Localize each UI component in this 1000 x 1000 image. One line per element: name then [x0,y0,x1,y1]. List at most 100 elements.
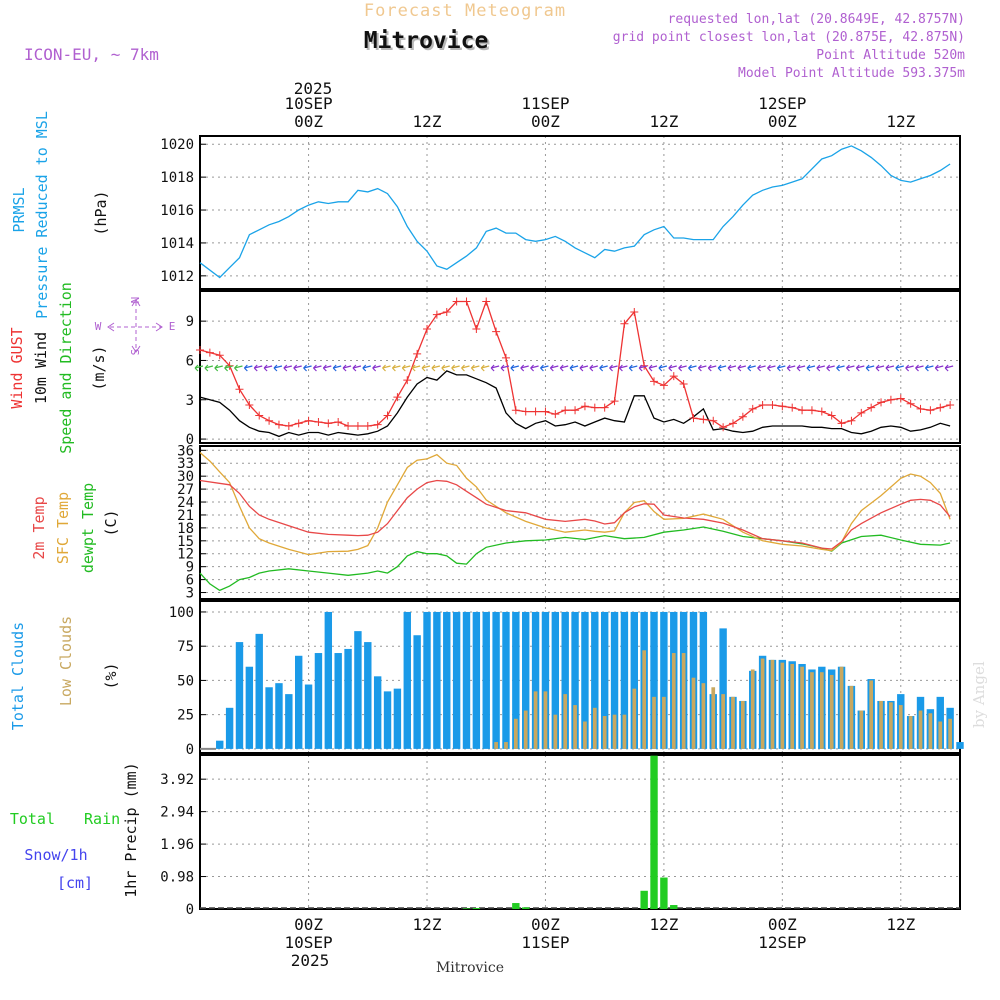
low-cloud-bar [563,694,568,749]
low-cloud-bar [760,658,765,749]
t2m-line [199,479,951,550]
wind-direction-arrow [776,364,786,372]
low-cloud-bar [513,718,518,749]
low-cloud-bar [592,707,597,749]
ytick-label: 3 [186,393,194,409]
ytick-label: 0.98 [160,870,194,886]
top-hour-label: 12Z [413,112,442,131]
total-cloud-bar [719,628,727,749]
wind-direction-arrow [352,364,362,372]
wind-direction-arrow [836,364,845,372]
total-cloud-bar [443,611,451,749]
low-cloud-bar [948,718,952,749]
snow-label: Snow/1h [24,846,87,864]
wind-direction-arrow [500,364,510,372]
low-cloud-bar [701,683,706,749]
top-hour-label: 12Z [649,112,678,131]
gust-marker [857,408,866,417]
gust-marker [590,403,599,412]
gust-marker [709,416,718,425]
wind-direction-arrow [638,364,648,372]
gust-marker [620,319,629,328]
compass-rose: N S W E [95,297,176,356]
wind-direction-arrow [697,364,707,372]
total-cloud-bar [502,611,510,749]
ytick-label: 1012 [160,269,194,285]
low-cloud-bar [790,663,795,749]
total-cloud-bar [531,611,540,749]
gust-marker [867,403,876,412]
wind-direction-arrow [757,364,766,372]
wind-direction-arrow [678,364,687,372]
gust-marker [600,403,609,412]
wind-direction-arrow [382,364,391,372]
panel-frame [199,754,961,910]
low-cloud-bar [859,710,864,749]
gust-marker [798,406,807,415]
wind-direction-arrow [924,364,934,372]
low-cloud-bar [908,716,913,749]
low-cloud-bar [918,710,923,749]
winddir-label: Speed and Direction [57,282,75,454]
gust-marker [630,307,639,316]
low-cloud-bar [543,691,548,749]
total-clouds-label: Total Clouds [9,622,27,730]
rain-bar [670,905,678,909]
gust-marker [719,423,728,432]
ytick-label: 36 [177,443,194,459]
low-cloud-bar [662,696,666,749]
gust-marker [946,401,955,409]
gust-marker [877,398,886,407]
compass-w: W [95,320,102,333]
ytick-label: 0 [186,902,194,918]
gust-marker [452,297,461,306]
total-cloud-bar [482,611,490,749]
gust-marker [245,401,254,409]
wind-direction-arrow [293,364,302,372]
ytick-label: 0 [186,432,194,448]
gust-marker [689,414,698,423]
gust-marker [531,407,540,416]
total-cloud-bar [561,611,569,749]
bottom-hour-label: 00Z [294,915,323,934]
low-cloud-bar [839,666,844,749]
gust-marker [403,376,412,385]
total-cloud-bar [393,688,402,749]
bottom-hour-label: 12Z [649,915,678,934]
low-cloud-bar [810,672,814,749]
gust-marker [659,381,668,390]
low-cloud-bar [652,696,656,749]
total-cloud-bar [472,611,481,749]
total-cloud-bar [413,635,421,749]
wind-direction-arrow [391,364,401,372]
low-cloud-bar [829,674,834,749]
ytick-label: 9 [186,314,194,330]
gust-marker [561,406,570,415]
low-cloud-bar [533,691,538,749]
gust-marker [294,419,303,428]
wind-direction-arrow [214,364,223,372]
low-cloud-bar [573,705,577,749]
total-cloud-bar [373,676,382,749]
wind-direction-arrow [372,364,381,372]
gust-marker [334,418,343,427]
low-cloud-bar [869,680,874,749]
total-cloud-bar [492,611,500,749]
total-cloud-bar [571,611,579,749]
wind-direction-arrow [441,364,450,372]
ytick-label: 2.94 [160,805,194,821]
t2m-label: 2m Temp [30,496,48,559]
gust-marker [521,407,530,416]
wind-direction-arrow [865,364,875,372]
ytick-label: 1014 [160,236,194,252]
gust-marker [423,325,432,333]
total-cloud-bar [344,648,352,749]
gust-marker [699,415,708,424]
gust-marker [205,348,214,357]
wind-direction-arrow [490,364,500,372]
low-cloud-bar [800,666,804,749]
year-top: 2025 [294,79,333,98]
rain-bar [472,908,481,909]
total-cloud-bar [216,740,224,749]
